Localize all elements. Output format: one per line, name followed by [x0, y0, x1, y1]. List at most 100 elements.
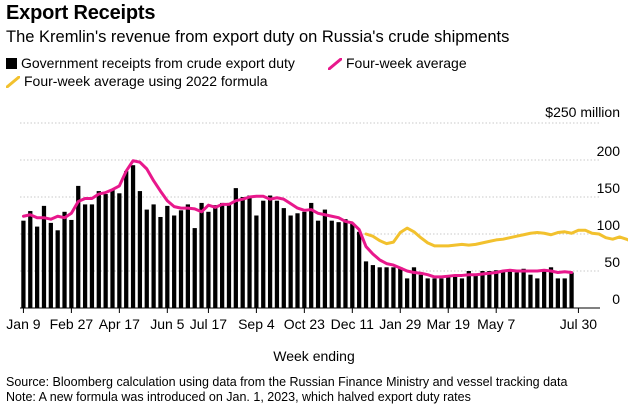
bar: [391, 267, 396, 308]
bar: [405, 278, 410, 308]
x-tick-label: Feb 27: [50, 316, 94, 332]
bar: [254, 215, 259, 308]
bar: [82, 204, 88, 308]
legend-item-avg: Four-week average: [327, 54, 467, 72]
footer: Source: Bloomberg calculation using data…: [6, 375, 567, 405]
bar: [158, 216, 163, 308]
x-tick-label: Oct 23: [284, 316, 325, 332]
bar: [309, 202, 314, 308]
bar: [110, 189, 115, 308]
bar: [439, 278, 444, 308]
bar: [172, 215, 177, 308]
y-tick-label: 0: [612, 291, 620, 307]
legend-label-avg: Four-week average: [346, 55, 467, 71]
x-tick-label: Sep 4: [238, 316, 275, 332]
legend-swatch-avg2022: [5, 75, 21, 89]
bar: [535, 278, 540, 308]
y-tick-label: $250 million: [545, 104, 620, 120]
bar: [137, 191, 143, 308]
bar: [144, 209, 149, 308]
x-tick-label: Mar 19: [426, 316, 470, 332]
bar: [494, 270, 499, 308]
bar: [274, 200, 280, 308]
bars: [21, 165, 574, 308]
y-tick-label: 200: [597, 143, 621, 159]
lines: [21, 159, 628, 279]
y-axis: 0 50 100 150 200 $250 million: [545, 104, 620, 307]
bar: [452, 276, 458, 308]
bar: [69, 219, 74, 308]
x-axis-title: Week ending: [273, 348, 355, 364]
legend-label-avg2022: Four-week average using 2022 formula: [24, 73, 268, 89]
bar: [28, 211, 33, 308]
bar: [206, 211, 211, 308]
bar: [240, 197, 245, 308]
bar: [96, 191, 101, 308]
bar: [329, 220, 334, 308]
bar: [315, 220, 321, 308]
legend-swatch-avg: [327, 57, 343, 71]
bar: [377, 267, 382, 308]
bar: [542, 271, 547, 308]
bar: [124, 171, 129, 308]
bar: [569, 272, 574, 308]
bar: [103, 194, 108, 308]
bar: [418, 274, 423, 308]
bar: [178, 210, 184, 308]
bar: [411, 267, 417, 308]
x-tick-label: Dec 11: [331, 316, 375, 332]
x-tick-label: Jun 5: [150, 316, 184, 332]
y-tick-label: 50: [604, 254, 620, 270]
legend-swatch-bars: [6, 58, 17, 69]
bar: [48, 222, 53, 308]
bar: [398, 267, 403, 308]
source-note: Source: Bloomberg calculation using data…: [6, 375, 568, 389]
legend-label-bars: Government receipts from crude export du…: [21, 55, 295, 71]
bar: [247, 195, 252, 308]
formula-note: Note: A new formula was introduced on Ja…: [6, 390, 471, 404]
x-tick-label: May 7: [477, 316, 515, 332]
bar: [473, 274, 478, 308]
bar: [267, 195, 273, 308]
bar: [199, 202, 204, 308]
bar: [151, 204, 156, 308]
bar: [487, 271, 492, 308]
line-avg-2022-formula: [364, 226, 628, 248]
bar: [185, 204, 190, 308]
bar: [288, 215, 293, 308]
bar: [295, 213, 300, 308]
bar: [370, 265, 375, 308]
bar: [130, 165, 136, 308]
bar: [384, 267, 389, 308]
x-tick-label: Jul 17: [190, 316, 228, 332]
bar: [343, 219, 348, 308]
bar: [55, 230, 60, 308]
legend-item-avg2022: Four-week average using 2022 formula: [5, 72, 268, 90]
chart-area: 0 50 100 150 200 $250 million Jan 9 Feb 27 Apr …: [6, 104, 628, 332]
bar: [548, 267, 554, 308]
bar: [261, 200, 266, 308]
x-tick-label: Apr 17: [99, 316, 140, 332]
bar: [89, 204, 95, 308]
bar: [363, 261, 369, 308]
x-tick-label: Jan 9: [6, 316, 40, 332]
bar: [350, 222, 355, 308]
bar: [165, 205, 170, 308]
chart-title: Export Receipts: [6, 2, 156, 24]
x-axis: Jan 9 Feb 27 Apr 17 Jun 5 Jul 17 Sep 4 Oct 23 D…: [6, 308, 597, 332]
bar: [76, 185, 81, 308]
bar: [425, 278, 430, 308]
bar: [35, 226, 40, 308]
bar: [357, 231, 362, 308]
bar: [562, 278, 567, 308]
bar: [41, 205, 47, 308]
line-four-week-average: [21, 159, 574, 279]
bar: [528, 274, 533, 308]
bar: [220, 202, 225, 308]
bar: [514, 272, 519, 308]
bar: [500, 271, 506, 308]
bar: [336, 222, 341, 308]
bar: [302, 211, 307, 308]
y-tick-label: 100: [597, 217, 621, 233]
bar: [555, 278, 560, 308]
